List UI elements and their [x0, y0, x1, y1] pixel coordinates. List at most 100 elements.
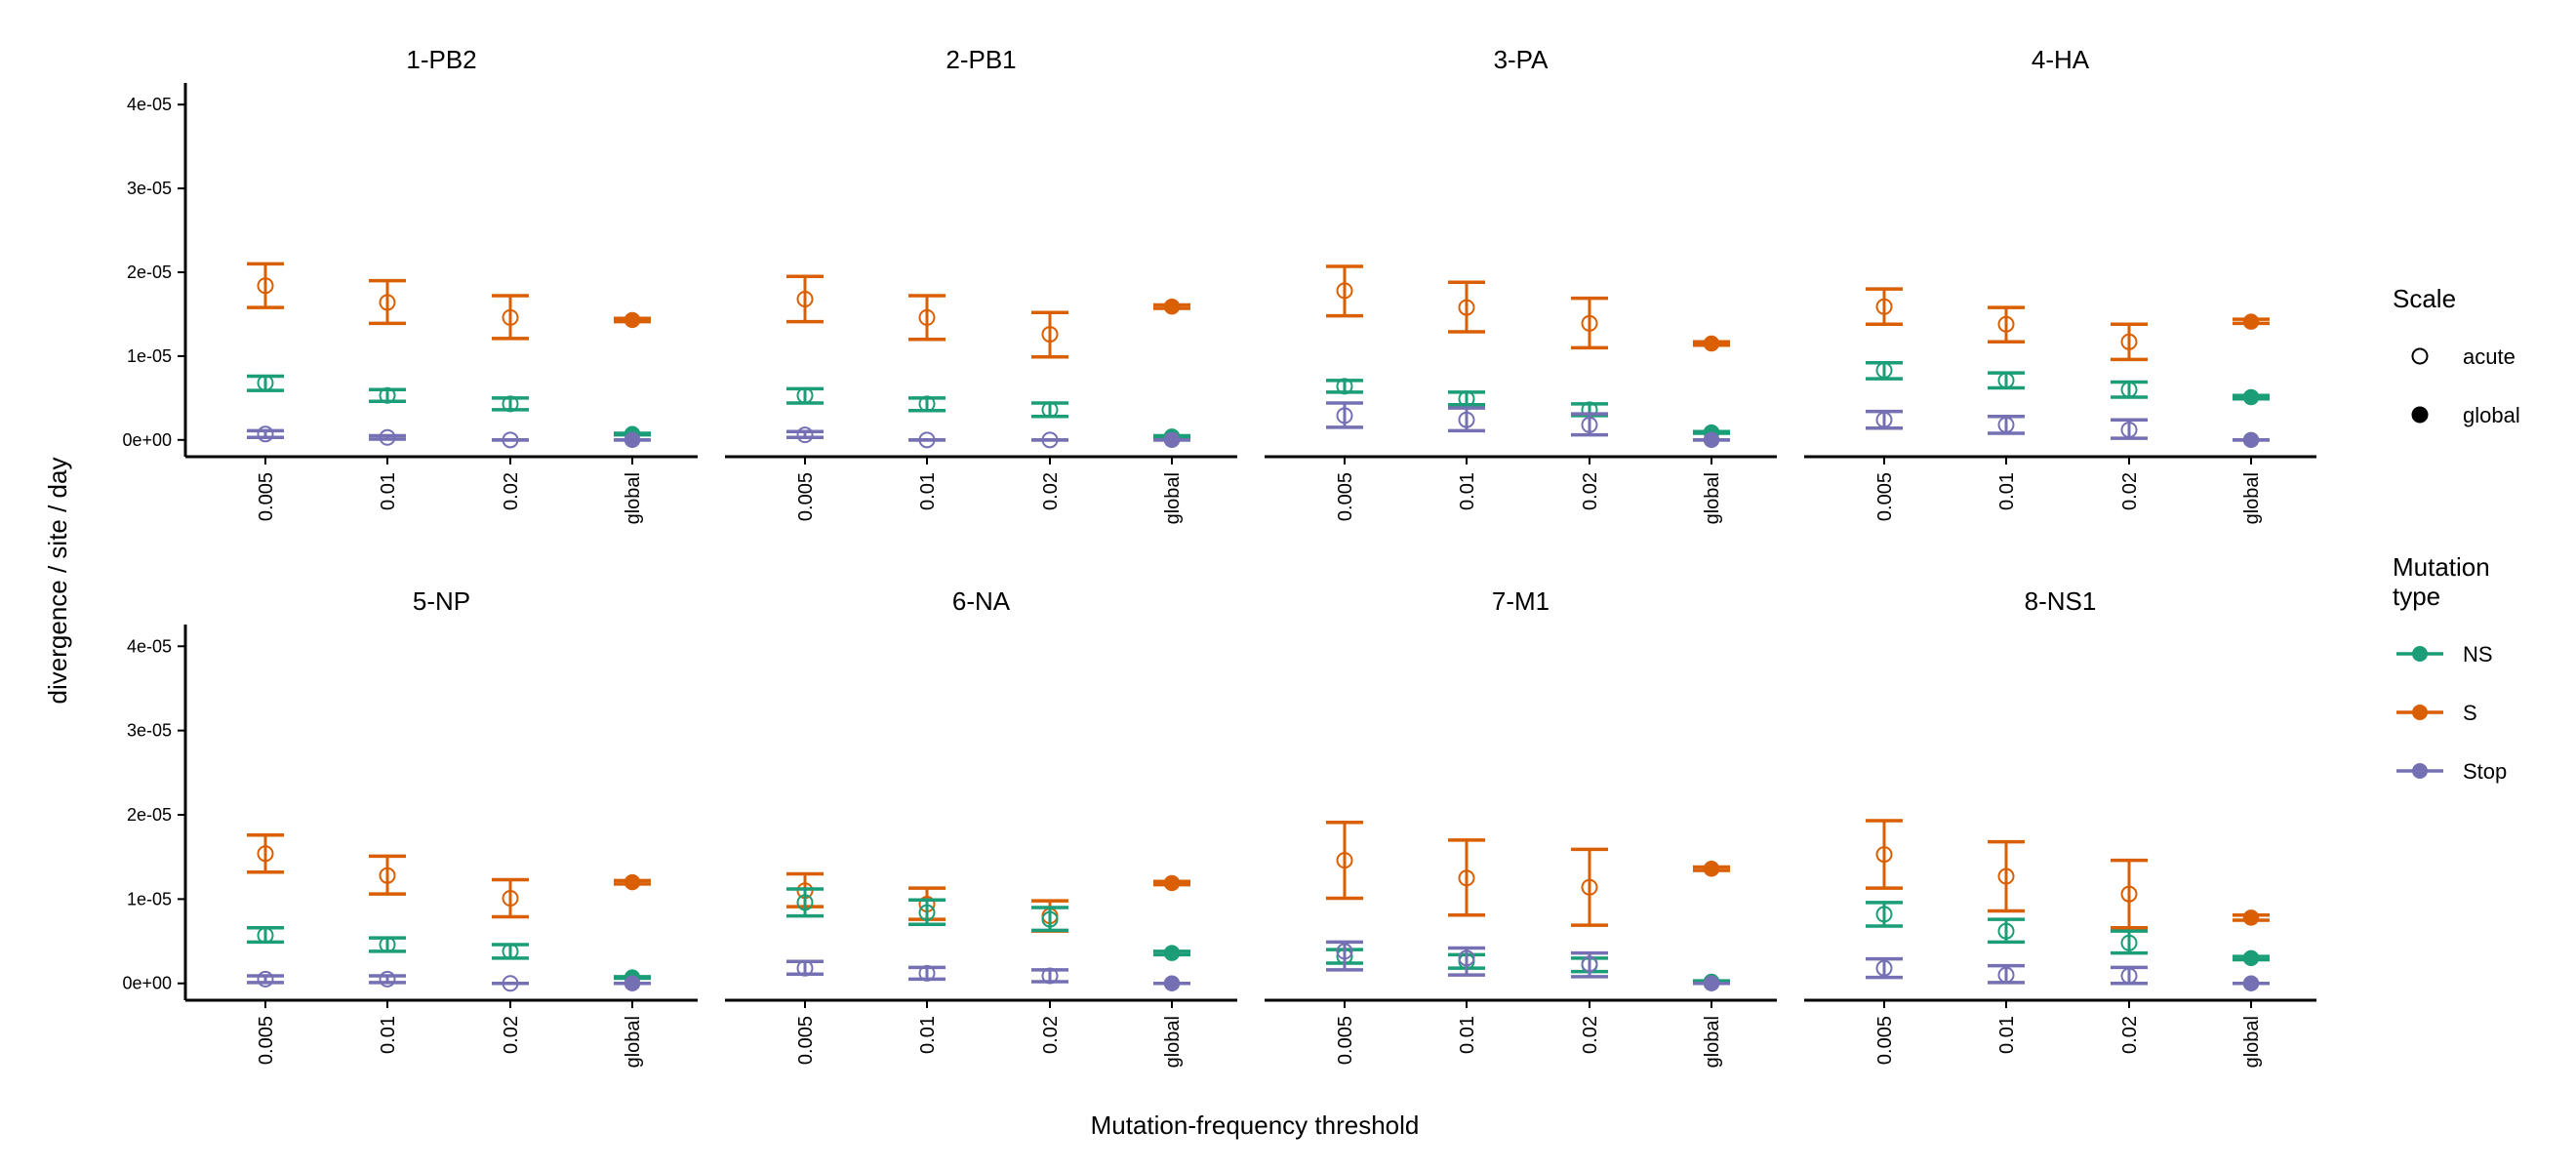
errorbar-NS-0.02: [492, 395, 529, 413]
point-Stop-acute: [1336, 407, 1353, 424]
x-tick-label: 0.005: [1874, 472, 1896, 521]
point-Stop-acute: [257, 425, 274, 443]
x-tick-label: 0.01: [917, 1016, 939, 1054]
errorbar-Stop-0.005: [1866, 956, 1903, 980]
point-NS-acute: [796, 894, 814, 911]
point-Stop-acute: [1581, 955, 1598, 973]
legend-NS-marker: [2412, 646, 2428, 662]
errorbar-Stop-0.005: [1326, 940, 1363, 972]
y-tick-label: 0e+00: [122, 974, 172, 993]
errorbar-S-0.02: [1571, 296, 1608, 350]
point-NS-acute: [379, 386, 396, 404]
point-S-acute: [257, 845, 274, 863]
errorbar-NS-0.01: [908, 395, 946, 413]
point-NS-global: [2242, 949, 2260, 967]
panel-title: 1-PB2: [406, 45, 476, 74]
errorbar-NS-0.01: [1988, 371, 2025, 390]
errorbar-NS-0.005: [786, 887, 824, 918]
x-tick-label: 0.01: [1996, 1016, 2018, 1054]
panel-title: 8-NS1: [2025, 586, 2097, 616]
point-Stop-acute: [1458, 949, 1475, 967]
errorbar-Stop-global: [614, 975, 651, 991]
x-tick-label: global: [1162, 1016, 1184, 1068]
point-NS-acute: [1875, 362, 1893, 380]
point-S-global: [1163, 874, 1181, 892]
y-tick-label: 4e-05: [127, 95, 172, 114]
y-tick-label: 2e-05: [127, 262, 172, 282]
legend-global-marker: [2411, 406, 2429, 424]
point-NS-acute: [1336, 378, 1353, 395]
errorbar-Stop-0.02: [1571, 950, 1608, 979]
point-Stop-acute: [1997, 966, 2015, 984]
point-S-global: [1703, 335, 1720, 352]
point-Stop-acute: [1581, 416, 1598, 433]
x-tick-label: 0.01: [1457, 472, 1478, 510]
point-NS-acute: [1041, 910, 1059, 928]
errorbar-S-global: [1693, 861, 1730, 877]
legend-Stop-marker: [2412, 763, 2428, 779]
point-NS-acute: [918, 395, 936, 413]
errorbar-S-0.005: [247, 832, 284, 874]
y-axis-title: divergence / site / day: [43, 458, 72, 705]
panel-5-NP: 5-NP 0e+00 1e-05 2e-05 3e-05 4e-05 0.005 0.01 0.…: [122, 586, 698, 1068]
x-tick-label: 0.01: [378, 1016, 399, 1054]
point-NS-acute: [1997, 372, 2015, 389]
point-Stop-global: [1703, 431, 1720, 449]
errorbar-Stop-0.02: [1031, 431, 1068, 449]
panel-1-PB2: 1-PB2 0e+00 1e-05 2e-05 3e-05 4e-05 0.005 0.01 0…: [122, 45, 698, 524]
point-Stop-global: [624, 431, 641, 449]
x-tick-label: 0.005: [1335, 1016, 1356, 1065]
errorbar-S-0.01: [1448, 280, 1485, 334]
errorbar-Stop-global: [614, 431, 651, 449]
errorbar-S-global: [2233, 909, 2270, 926]
errorbar-S-0.005: [247, 262, 284, 309]
y-tick-label: 2e-05: [127, 805, 172, 825]
errorbar-S-0.02: [1031, 310, 1068, 359]
errorbar-Stop-0.01: [908, 431, 946, 449]
errorbar-S-global: [1693, 335, 1730, 352]
point-S-acute: [1875, 846, 1893, 864]
point-Stop-acute: [1336, 943, 1353, 960]
errorbar-S-0.01: [908, 294, 946, 342]
panel-3-PA: 3-PA 0.005 0.01 0.02 global: [1265, 45, 1777, 524]
errorbar-Stop-global: [2233, 975, 2270, 991]
point-Stop-acute: [2120, 422, 2138, 439]
errorbar-Stop-0.005: [1866, 409, 1903, 430]
x-tick-label: 0.005: [795, 1016, 817, 1065]
point-NS-acute: [2120, 381, 2138, 398]
point-Stop-acute: [502, 975, 519, 992]
errorbar-S-0.005: [786, 274, 824, 324]
point-S-acute: [1581, 878, 1598, 896]
point-S-acute: [379, 867, 396, 884]
panel-title: 4-HA: [2032, 45, 2090, 74]
errorbar-NS-0.005: [247, 925, 284, 945]
panel-6-NA: 6-NA 0.005 0.01 0.02 global: [725, 586, 1237, 1068]
point-NS-acute: [1997, 922, 2015, 940]
errorbar-Stop-0.02: [492, 431, 529, 449]
panel-title: 2-PB1: [946, 45, 1016, 74]
errorbar-NS-0.02: [1031, 906, 1068, 933]
errorbar-Stop-0.02: [1571, 412, 1608, 437]
point-Stop-acute: [796, 426, 814, 444]
errorbar-Stop-0.02: [1031, 967, 1068, 985]
y-tick-label: 1e-05: [127, 889, 172, 909]
errorbar-NS-0.005: [247, 374, 284, 392]
point-S-acute: [1875, 298, 1893, 315]
errorbar-Stop-0.005: [786, 426, 824, 444]
x-tick-label: global: [623, 472, 644, 524]
legend-S-marker: [2412, 705, 2428, 720]
point-S-acute: [379, 294, 396, 311]
errorbar-Stop-0.01: [1448, 946, 1485, 977]
point-S-global: [1703, 861, 1720, 877]
point-NS-acute: [257, 374, 274, 391]
errorbar-NS-global: [2233, 388, 2270, 406]
errorbar-Stop-global: [1693, 431, 1730, 449]
errorbar-S-global: [614, 311, 651, 329]
x-tick-label: 0.02: [1040, 472, 1062, 510]
errorbar-Stop-0.005: [786, 959, 824, 977]
point-S-acute: [1041, 326, 1059, 343]
point-Stop-acute: [502, 431, 519, 449]
errorbar-S-0.02: [492, 877, 529, 919]
point-S-global: [624, 311, 641, 329]
